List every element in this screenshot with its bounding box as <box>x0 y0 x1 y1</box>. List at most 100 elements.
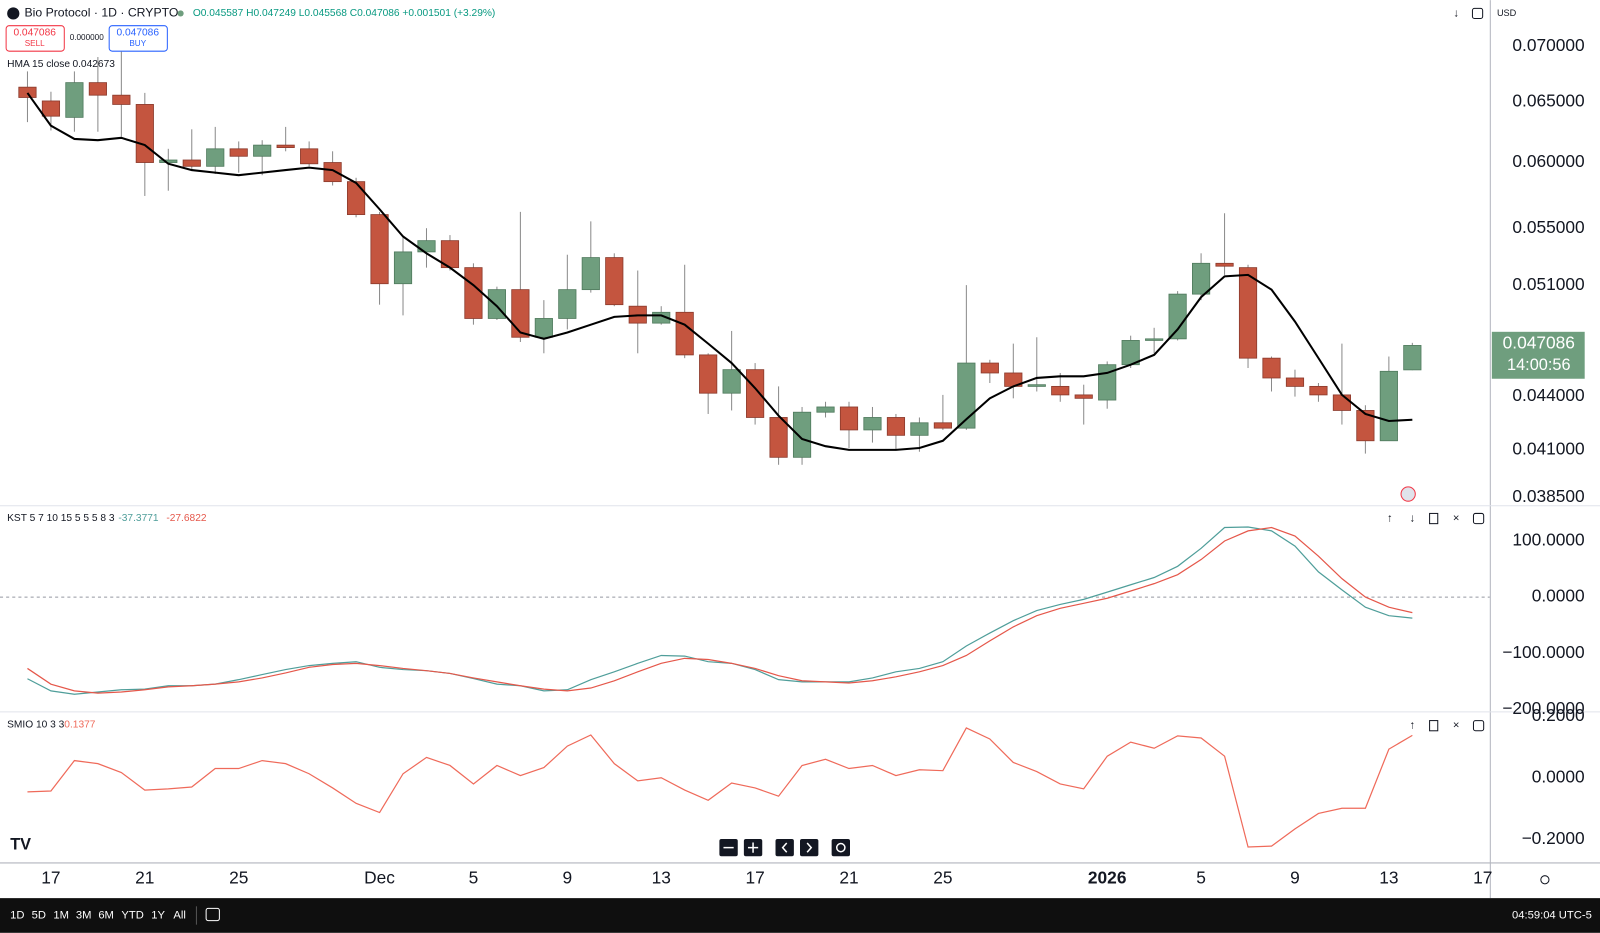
candle-body <box>206 148 225 167</box>
scroll-left-button[interactable] <box>775 838 794 857</box>
candle-body <box>675 311 694 356</box>
candle-body <box>722 369 741 394</box>
candle-body <box>980 362 999 374</box>
x-tick-label: Dec <box>364 867 395 887</box>
collapse-icon[interactable]: × <box>1453 513 1460 525</box>
candle-body <box>393 251 413 285</box>
x-tick-label: 17 <box>41 867 60 887</box>
buy-button[interactable] <box>108 25 168 52</box>
candle-body <box>1027 384 1046 387</box>
candle-body <box>1215 262 1234 267</box>
candle-body <box>1051 385 1070 396</box>
candle-body <box>323 162 342 183</box>
x-tick-label: 17 <box>1473 867 1492 887</box>
candle-body <box>1332 394 1352 411</box>
timeframe-button[interactable]: 1M <box>53 909 69 921</box>
candle-body <box>1074 394 1093 399</box>
pane-2 <box>27 727 1413 848</box>
pane-1 <box>0 526 1490 695</box>
candle-body <box>135 104 154 163</box>
indicator-line <box>27 727 1413 848</box>
date-range-icon[interactable] <box>205 907 220 922</box>
indicator-line <box>27 526 1413 695</box>
timeframe-button[interactable]: YTD <box>121 909 143 921</box>
candle-body <box>581 257 600 291</box>
candle-body <box>816 406 835 413</box>
price-badge-countdown: 14:00:56 <box>1507 356 1571 374</box>
maximize-icon[interactable] <box>1472 512 1485 525</box>
timeframe-button[interactable]: All <box>173 909 185 921</box>
maximize-icon[interactable] <box>1472 720 1485 732</box>
flag-icon <box>1400 486 1416 502</box>
candle-body <box>534 318 553 338</box>
status-dot <box>177 10 184 17</box>
candle-body <box>933 422 952 429</box>
timeframe-button[interactable]: 3M <box>76 909 92 921</box>
timeframe-button[interactable]: 6M <box>98 909 114 921</box>
zoom-controls <box>719 838 850 857</box>
candle-body <box>18 86 37 98</box>
candle-body <box>300 148 319 165</box>
y-tick-label: −200.0000 <box>1502 698 1584 718</box>
candle-body <box>746 369 765 418</box>
indicator-value: -27.6822 <box>166 513 207 524</box>
sell-price: 0.047086 <box>13 28 56 39</box>
y-tick-label: 0.065000 <box>1512 91 1584 111</box>
collapse-icon[interactable]: × <box>1453 720 1460 732</box>
indicator-value: -37.3771 <box>118 513 159 524</box>
candle-body <box>769 417 788 458</box>
candle-body <box>253 144 272 157</box>
currency: USD <box>1497 8 1517 18</box>
candle-body <box>229 148 248 157</box>
scroll-right-button[interactable] <box>800 838 819 857</box>
x-tick-label: 13 <box>1379 867 1398 887</box>
timeframe-button[interactable]: 1Y <box>151 909 165 921</box>
move-up-icon[interactable]: ↑ <box>1387 513 1393 525</box>
zoom-icons <box>723 842 813 853</box>
move-up-icon[interactable]: ↑ <box>1409 720 1415 732</box>
settings-icon[interactable] <box>1540 875 1550 885</box>
delete-icon[interactable] <box>1429 512 1439 525</box>
delete-icon[interactable] <box>1429 720 1439 732</box>
candle-body <box>1356 410 1375 442</box>
indicator-value: 0.042673 <box>72 59 115 70</box>
candle-body <box>276 144 295 148</box>
clock: 04:59:04 UTC-5 <box>1512 909 1592 921</box>
buy-label: BUY <box>129 39 146 48</box>
move-down-icon[interactable]: ↓ <box>1409 513 1415 525</box>
candle-body <box>886 417 906 436</box>
timeframe-button[interactable]: 5D <box>32 909 46 921</box>
close-symbol-icon[interactable] <box>7 7 20 20</box>
scroll-down-icon[interactable]: ↓ <box>1453 7 1459 19</box>
x-tick-label: 9 <box>563 867 573 887</box>
y-tick-label: 0.038500 <box>1512 486 1584 506</box>
x-tick-label: 21 <box>839 867 858 887</box>
pane-controls: ↑ ↓ × ↑ × <box>1387 512 1485 732</box>
reset-icon <box>835 842 846 853</box>
reset-button[interactable] <box>831 838 850 857</box>
y-tick-label: 0.044000 <box>1512 385 1584 405</box>
x-tick-label: 2026 <box>1088 867 1127 887</box>
candle-body <box>1238 267 1258 359</box>
spread: 0.000000 <box>70 33 104 42</box>
y-tick-label: −0.2000 <box>1522 828 1585 848</box>
y-tick-label: 0.060000 <box>1512 151 1584 171</box>
x-tick-label: 9 <box>1290 867 1300 887</box>
candle-body <box>1168 293 1187 340</box>
hma-line <box>26 92 1413 451</box>
y-tick-label: 0.051000 <box>1512 274 1584 294</box>
x-tick-label: 25 <box>933 867 952 887</box>
y-tick-label: 100.0000 <box>1512 530 1584 550</box>
bottom-toolbar <box>0 898 1600 933</box>
candle-body <box>88 82 107 96</box>
y-tick-label: 0.0000 <box>1532 766 1585 786</box>
candle-body <box>792 411 812 458</box>
timeframe-button[interactable]: 1D <box>10 909 24 921</box>
maximize-icon[interactable] <box>1471 7 1484 20</box>
sell-button[interactable] <box>5 25 65 52</box>
candle-body <box>699 354 718 394</box>
buy-price: 0.047086 <box>117 28 160 39</box>
logo: TV <box>10 835 31 853</box>
